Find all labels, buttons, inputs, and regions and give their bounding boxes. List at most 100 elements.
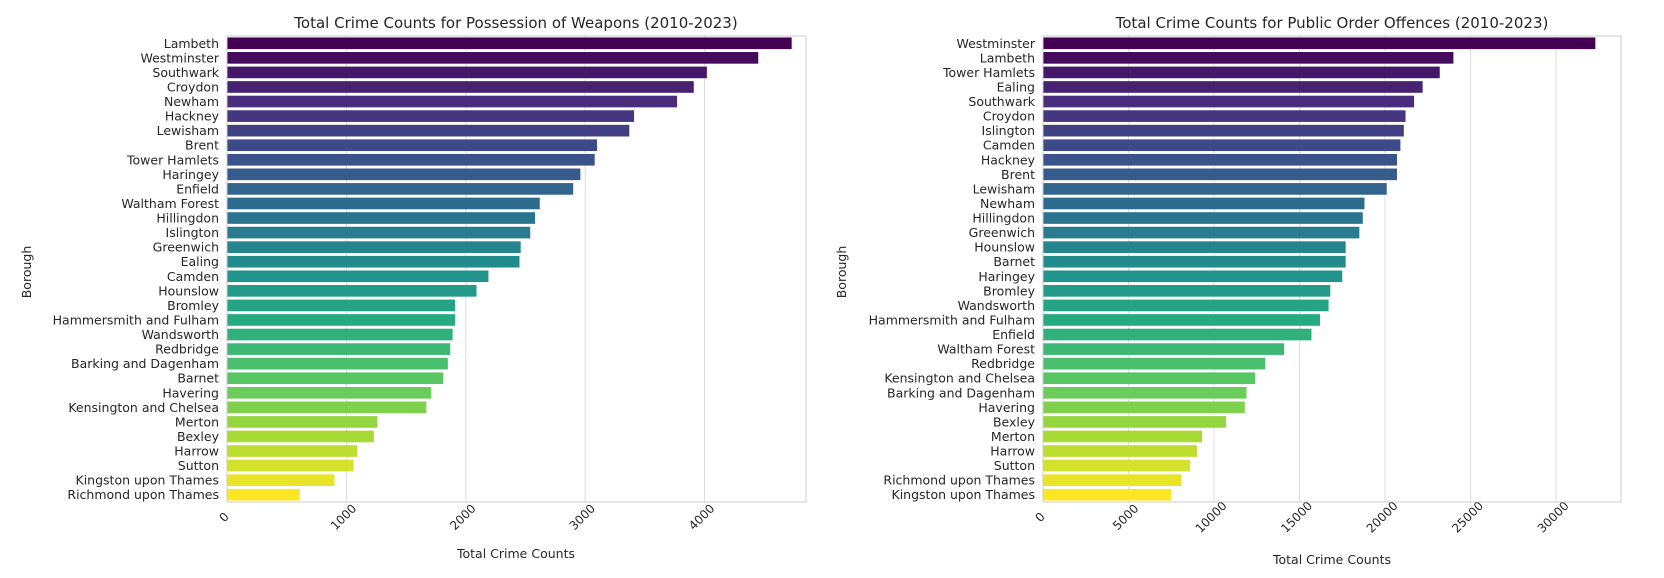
x-tick-label: 2000	[447, 501, 478, 532]
x-tick-label: 0	[217, 510, 232, 525]
y-tick-label: Croydon	[167, 79, 219, 94]
x-tick-label: 30000	[1535, 499, 1572, 536]
bar	[1043, 139, 1401, 152]
y-tick-label: Islington	[166, 225, 219, 240]
y-tick-label: Greenwich	[969, 225, 1035, 240]
y-tick-label: Waltham Forest	[121, 196, 219, 211]
y-tick-label: Enfield	[176, 181, 219, 196]
y-tick-label: Westminster	[956, 36, 1035, 51]
bar	[227, 416, 378, 428]
bar	[227, 372, 444, 385]
y-tick-label: Bromley	[983, 283, 1035, 298]
y-tick-label: Richmond upon Thames	[67, 487, 219, 502]
bar	[227, 357, 448, 370]
chart-public-order-offences: Total Crime Counts for Public Order Offe…	[834, 14, 1622, 567]
bar	[227, 445, 358, 457]
y-tick-label: Tower Hamlets	[126, 152, 219, 167]
bar	[1043, 241, 1346, 253]
bar	[1043, 153, 1397, 166]
y-tick-label: Lewisham	[973, 181, 1035, 196]
bar	[227, 459, 354, 472]
y-tick-label: Ealing	[181, 254, 219, 269]
bar	[1043, 357, 1266, 370]
y-tick-label: Hackney	[981, 152, 1036, 167]
y-tick-label: Hillingdon	[156, 211, 219, 226]
x-tick-label: 1000	[328, 501, 359, 532]
y-tick-label: Redbridge	[155, 342, 219, 357]
y-tick-label: Barnet	[177, 371, 219, 386]
y-tick-label: Southwark	[968, 94, 1035, 109]
bar	[227, 124, 630, 137]
y-tick-label: Westminster	[140, 50, 219, 65]
y-tick-label: Sutton	[994, 458, 1035, 473]
chart-possession-of-weapons: Total Crime Counts for Possession of Wea…	[19, 14, 807, 561]
x-tick-label: 0	[1033, 510, 1048, 525]
bar	[227, 430, 374, 443]
bar	[227, 241, 521, 253]
x-tick-label: 25000	[1449, 499, 1486, 536]
y-tick-label: Barking and Dagenham	[71, 356, 219, 371]
bar	[227, 212, 536, 224]
y-tick-label: Islington	[982, 123, 1035, 138]
y-tick-label: Ealing	[997, 79, 1035, 94]
x-tick-label: 3000	[567, 501, 598, 532]
x-tick-label: 20000	[1364, 499, 1401, 536]
x-tick-label: 5000	[1110, 501, 1141, 532]
bar	[227, 168, 581, 181]
y-tick-label: Hammersmith and Fulham	[869, 312, 1035, 327]
y-tick-label: Lewisham	[157, 123, 219, 138]
bar	[1043, 197, 1365, 210]
plot-frame	[226, 35, 807, 503]
bar	[227, 183, 574, 195]
x-tick-label: 4000	[686, 501, 717, 532]
x-tick-label: 10000	[1193, 499, 1230, 536]
bar	[1043, 372, 1256, 385]
y-tick-label: Wandsworth	[958, 298, 1035, 313]
y-axis-label: Borough	[19, 246, 34, 299]
y-tick-label: Kingston upon Thames	[76, 473, 219, 488]
bar	[1043, 226, 1360, 239]
x-axis-label: Total Crime Counts	[1272, 552, 1391, 567]
bar	[227, 255, 520, 268]
bar	[227, 110, 635, 122]
y-tick-label: Brent	[185, 138, 219, 153]
bar	[227, 226, 531, 239]
bar	[1043, 212, 1363, 224]
y-tick-label: Camden	[167, 269, 219, 284]
bar	[1043, 314, 1321, 326]
y-tick-label: Hillingdon	[972, 211, 1035, 226]
y-tick-label: Hounslow	[974, 240, 1035, 255]
y-tick-label: Lambeth	[980, 50, 1035, 65]
y-tick-label: Bexley	[993, 414, 1036, 429]
bar	[227, 474, 335, 486]
y-tick-label: Haringey	[978, 269, 1035, 284]
bar	[227, 66, 707, 79]
y-tick-label: Croydon	[983, 109, 1035, 124]
y-tick-label: Merton	[991, 429, 1035, 444]
y-tick-label: Southwark	[152, 65, 219, 80]
y-tick-label: Merton	[175, 414, 219, 429]
bar	[227, 343, 451, 355]
bar	[1043, 488, 1172, 501]
bar	[1043, 124, 1404, 137]
bar	[1043, 183, 1387, 195]
bar	[1043, 52, 1454, 64]
bar	[1043, 474, 1182, 486]
bar	[1043, 285, 1331, 297]
x-axis-label: Total Crime Counts	[456, 546, 575, 561]
bar	[227, 81, 694, 93]
y-tick-label: Harrow	[990, 444, 1035, 459]
y-tick-label: Hounslow	[158, 283, 219, 298]
y-tick-label: Barking and Dagenham	[887, 385, 1035, 400]
bar	[227, 139, 598, 152]
bar	[227, 314, 456, 326]
y-tick-label: Hackney	[165, 109, 220, 124]
bar	[227, 37, 792, 50]
bar	[1043, 81, 1423, 93]
bar	[1043, 386, 1247, 399]
bar	[227, 488, 300, 501]
bar	[1043, 255, 1346, 268]
y-axis-label: Borough	[834, 246, 849, 299]
bar	[227, 197, 540, 210]
y-tick-label: Haringey	[162, 167, 219, 182]
